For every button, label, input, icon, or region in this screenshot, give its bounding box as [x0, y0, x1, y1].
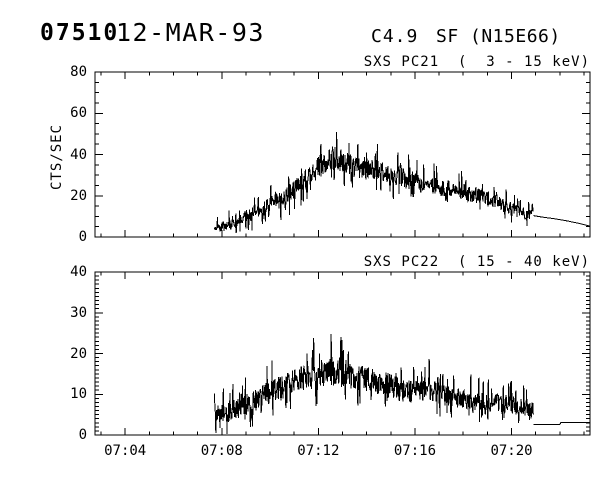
- axis-ticks: [95, 71, 590, 238]
- x-tick-label: 07:04: [104, 443, 147, 459]
- flare-id: 07510: [40, 20, 120, 46]
- panel-title-pc22: SXS PC22 ( 15 - 40 keV): [363, 254, 590, 270]
- y-tick-label: 40: [70, 264, 87, 280]
- y-tick-label: 30: [70, 304, 87, 321]
- y-tick-label: 20: [70, 187, 87, 204]
- x-tick-label: 07:20: [490, 443, 533, 459]
- y-tick-label: 80: [70, 64, 87, 80]
- plot-frame: [94, 71, 591, 238]
- x-tick-label: 07:08: [200, 443, 243, 459]
- y-tick-label: 10: [70, 386, 87, 403]
- y-tick-label: 60: [70, 105, 87, 122]
- flare-date: 12-MAR-93: [116, 18, 265, 47]
- panel-pc21: [94, 71, 591, 238]
- x-tick-label: 07:16: [393, 443, 437, 459]
- y-tick-label: 0: [78, 427, 87, 443]
- series-tail-line: [533, 421, 590, 425]
- y-tick-label: 20: [70, 345, 87, 362]
- y-tick-label: 0: [78, 229, 87, 245]
- flare-type-location: SF (N15E66): [436, 26, 561, 47]
- goes-class: C4.9: [371, 26, 419, 47]
- panel-title-pc21: SXS PC21 ( 3 - 15 keV): [363, 54, 590, 70]
- series-pc21-trace: [214, 131, 534, 234]
- axis-ticks: [95, 271, 590, 436]
- series-pc22-trace: [214, 333, 534, 434]
- series-tail-line: [533, 215, 591, 227]
- panel-pc22: [94, 271, 591, 436]
- x-tick-label: 07:12: [297, 443, 340, 459]
- y-tick-label: 40: [70, 146, 87, 163]
